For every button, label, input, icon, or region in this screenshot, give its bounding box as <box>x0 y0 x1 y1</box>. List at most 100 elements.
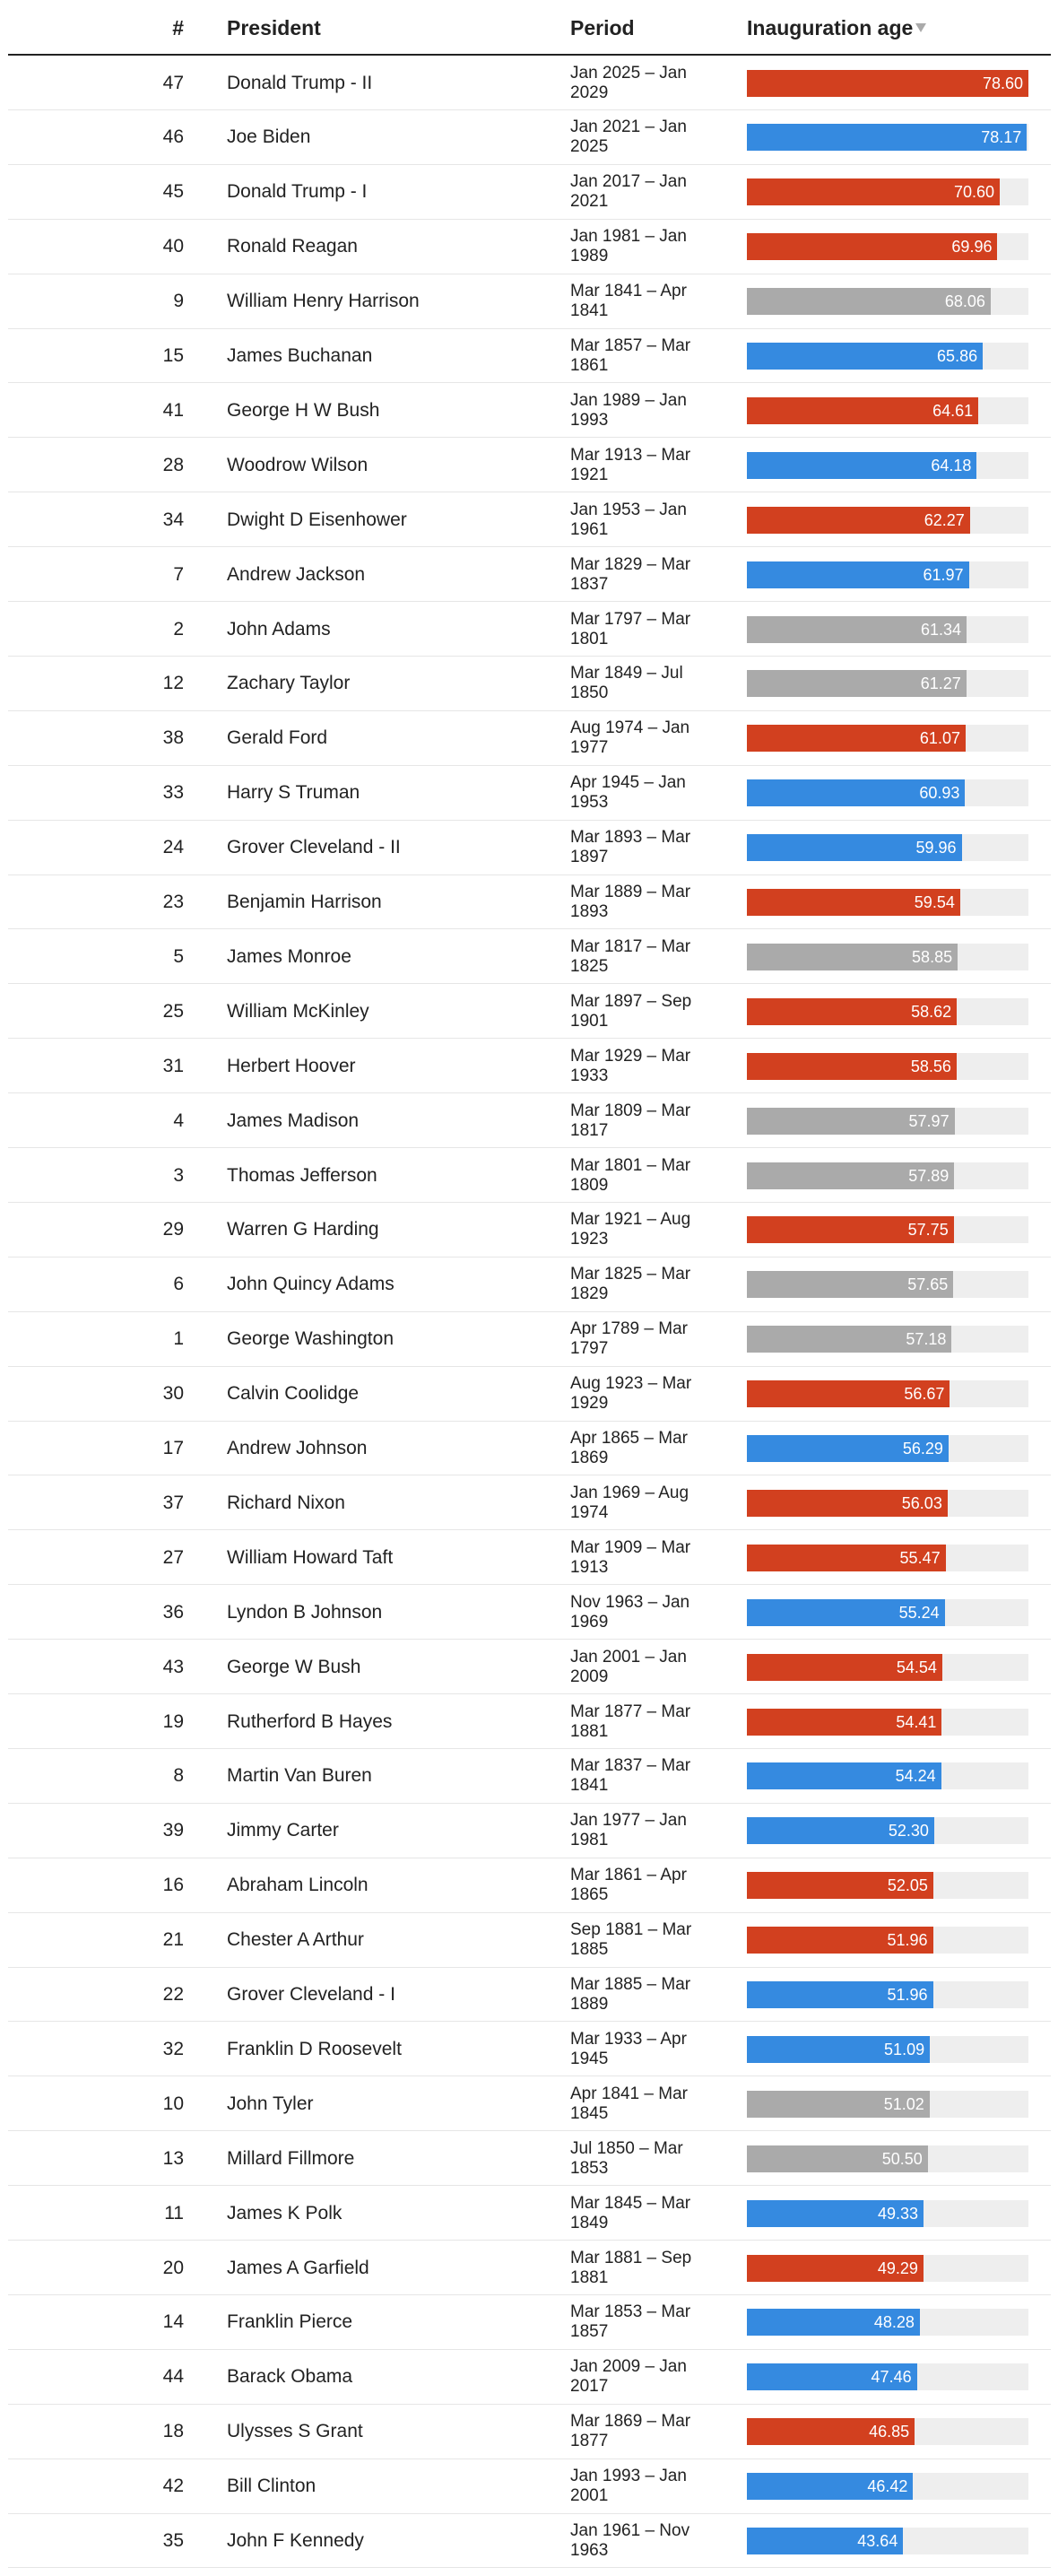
bar-track: 51.96 <box>747 1927 1028 1954</box>
row-number: 17 <box>162 1438 184 1458</box>
president-name: Joe Biden <box>227 126 311 148</box>
row-number: 23 <box>162 892 184 912</box>
age-bar: 49.33 <box>747 2199 924 2227</box>
age-bar: 49.29 <box>747 2254 924 2282</box>
row-number: 41 <box>162 399 184 421</box>
col-header[interactable]: Inauguration age <box>747 16 914 39</box>
period-cell: Mar 1845 – Mar 1849 <box>570 2186 714 2241</box>
period: Jan 2021 – Jan 2025 <box>570 117 687 157</box>
period-cell: Jan 2025 – Jan 2029 <box>570 56 714 110</box>
president-name: William Howard Taft <box>227 1546 394 1568</box>
row-separator <box>8 1747 1051 1749</box>
bar-track: 65.86 <box>747 343 1028 370</box>
president-name: Abraham Lincoln <box>227 1875 369 1896</box>
row-number: 42 <box>162 2476 184 2497</box>
period: Jan 1993 – Jan 2001 <box>570 2467 687 2506</box>
age-label: 49.33 <box>878 2204 919 2223</box>
period: Sep 1881 – Mar 1885 <box>570 1920 692 1960</box>
period: Jan 2001 – Jan 2009 <box>570 1647 687 1686</box>
president-name: John Quincy Adams <box>227 1274 395 1295</box>
col-header[interactable]: Period <box>570 16 635 39</box>
president-name: Richard Nixon <box>227 1492 345 1513</box>
row-separator <box>8 1147 1051 1148</box>
row-number: 39 <box>162 1820 184 1841</box>
president-name: William Henry Harrison <box>227 291 420 312</box>
period-cell: Jan 1981 – Jan 1989 <box>570 220 714 274</box>
row-number: 32 <box>162 2038 184 2059</box>
age-bar: 60.93 <box>747 779 966 807</box>
president-name: George H W Bush <box>227 399 380 421</box>
age-bar: 51.96 <box>747 1927 933 1954</box>
row-separator <box>8 109 1051 110</box>
age-bar: 51.09 <box>747 2035 931 2063</box>
col-header[interactable]: # <box>172 16 184 39</box>
row-number: 18 <box>162 2421 184 2442</box>
period: Jan 1953 – Jan 1961 <box>570 500 687 539</box>
period-cell: Jan 1969 – Aug 1974 <box>570 1475 714 1530</box>
row-number: 33 <box>162 782 184 804</box>
age-bar: 46.85 <box>747 2418 915 2446</box>
row-separator <box>8 601 1051 602</box>
age-label: 68.06 <box>944 292 985 311</box>
header-rule <box>8 54 1051 56</box>
bar-track: 49.29 <box>747 2254 1028 2282</box>
bar-track: 48.28 <box>747 2309 1028 2337</box>
period: Apr 1841 – Mar 1845 <box>570 2084 688 2123</box>
age-bar: 51.02 <box>747 2090 930 2118</box>
period: Jan 1989 – Jan 1993 <box>570 390 687 430</box>
row-separator <box>8 546 1051 548</box>
row-number: 11 <box>164 2202 184 2224</box>
row-number: 34 <box>162 509 184 530</box>
age-label: 46.85 <box>869 2423 910 2441</box>
period-cell: Apr 1789 – Mar 1797 <box>570 1312 714 1367</box>
president-name: Donald Trump - I <box>227 181 368 203</box>
row-number: 9 <box>173 291 184 312</box>
row-separator <box>8 1639 1051 1640</box>
president-name: Martin Van Buren <box>227 1765 372 1787</box>
period: Jan 1981 – Jan 1989 <box>570 227 687 266</box>
row-separator <box>8 2512 1051 2514</box>
age-bar: 43.64 <box>747 2528 904 2554</box>
age-bar: 57.75 <box>747 1216 954 1244</box>
age-label: 61.27 <box>920 674 961 693</box>
bar-track: 70.60 <box>747 178 1028 206</box>
president-name: Grover Cleveland - I <box>227 1984 395 2005</box>
row-separator <box>8 1038 1051 1040</box>
age-label: 52.30 <box>888 1822 929 1841</box>
col-header[interactable]: President <box>227 16 321 39</box>
row-separator <box>8 928 1051 930</box>
row-separator <box>8 2240 1051 2241</box>
president-name: Franklin Pierce <box>227 2311 353 2333</box>
period: Aug 1923 – Mar 1929 <box>570 1374 692 1414</box>
age-bar: 64.18 <box>747 451 977 479</box>
bar-track: 46.85 <box>747 2418 1028 2446</box>
period-cell: Jan 1989 – Jan 1993 <box>570 383 714 438</box>
period-cell: Sep 1881 – Mar 1885 <box>570 1913 714 1968</box>
president-name: Grover Cleveland - II <box>227 837 401 858</box>
period-cell: Mar 1797 – Mar 1801 <box>570 602 714 657</box>
age-label: 64.18 <box>931 456 972 474</box>
period-cell: Mar 1913 – Mar 1921 <box>570 438 714 492</box>
row-separator <box>8 1529 1051 1531</box>
age-bar: 52.30 <box>747 1817 934 1845</box>
period: Jan 1977 – Jan 1981 <box>570 1811 687 1850</box>
bar-track: 60.93 <box>747 779 1028 807</box>
age-label: 64.61 <box>932 401 974 420</box>
president-name: Warren G Harding <box>227 1219 379 1240</box>
age-bar: 61.27 <box>747 670 967 698</box>
period: Mar 1889 – Mar 1893 <box>570 883 691 921</box>
age-bar: 57.65 <box>747 1271 954 1299</box>
row-separator <box>8 1966 1051 1968</box>
bar-track: 61.07 <box>747 725 1028 753</box>
period-cell: Mar 1853 – Mar 1857 <box>570 2295 714 2350</box>
age-bar: 58.56 <box>747 1052 957 1080</box>
period: Mar 1913 – Mar 1921 <box>570 445 691 484</box>
sort-icon[interactable] <box>915 23 926 32</box>
age-bar: 55.47 <box>747 1544 946 1571</box>
row-separator <box>8 1310 1051 1312</box>
president-name: Barack Obama <box>227 2366 353 2388</box>
period-cell: Apr 1865 – Mar 1869 <box>570 1422 714 1476</box>
bar-track: 57.18 <box>747 1326 1028 1353</box>
age-label: 47.46 <box>871 2368 912 2387</box>
